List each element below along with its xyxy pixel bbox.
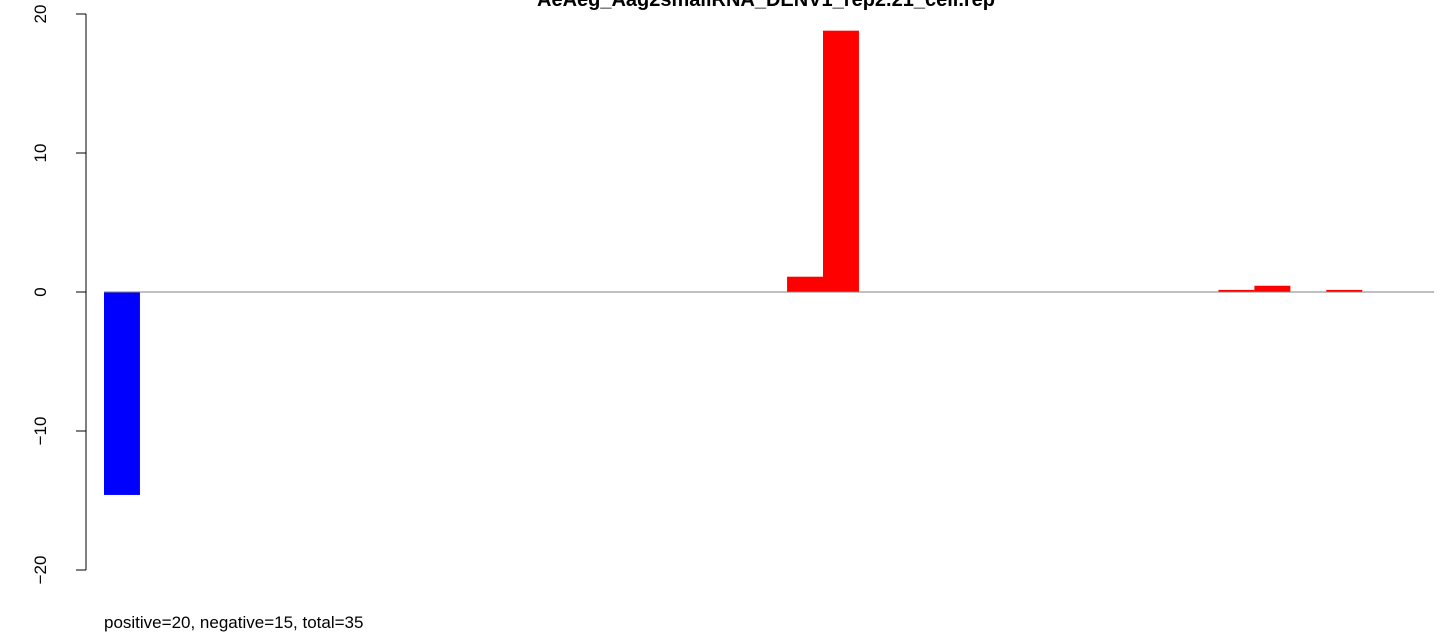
bar <box>1254 285 1291 292</box>
bar <box>1326 289 1363 292</box>
chart-title: AeAeg_Aag2smallRNA_DENV1_rep2.21_cell.re… <box>537 0 995 11</box>
y-tick-label: −10 <box>31 417 50 446</box>
y-tick-label: 10 <box>31 144 50 163</box>
footer-summary: positive=20, negative=15, total=35 <box>104 613 363 632</box>
y-tick-label: 0 <box>31 287 50 296</box>
y-axis: −20 −10 0 10 20 <box>31 5 87 585</box>
bar <box>787 276 823 292</box>
bars <box>104 30 1363 495</box>
y-tick-label: 20 <box>31 5 50 24</box>
bar <box>1218 289 1255 292</box>
y-tick-label: −20 <box>31 556 50 585</box>
bar <box>823 30 859 293</box>
bar <box>104 292 140 495</box>
